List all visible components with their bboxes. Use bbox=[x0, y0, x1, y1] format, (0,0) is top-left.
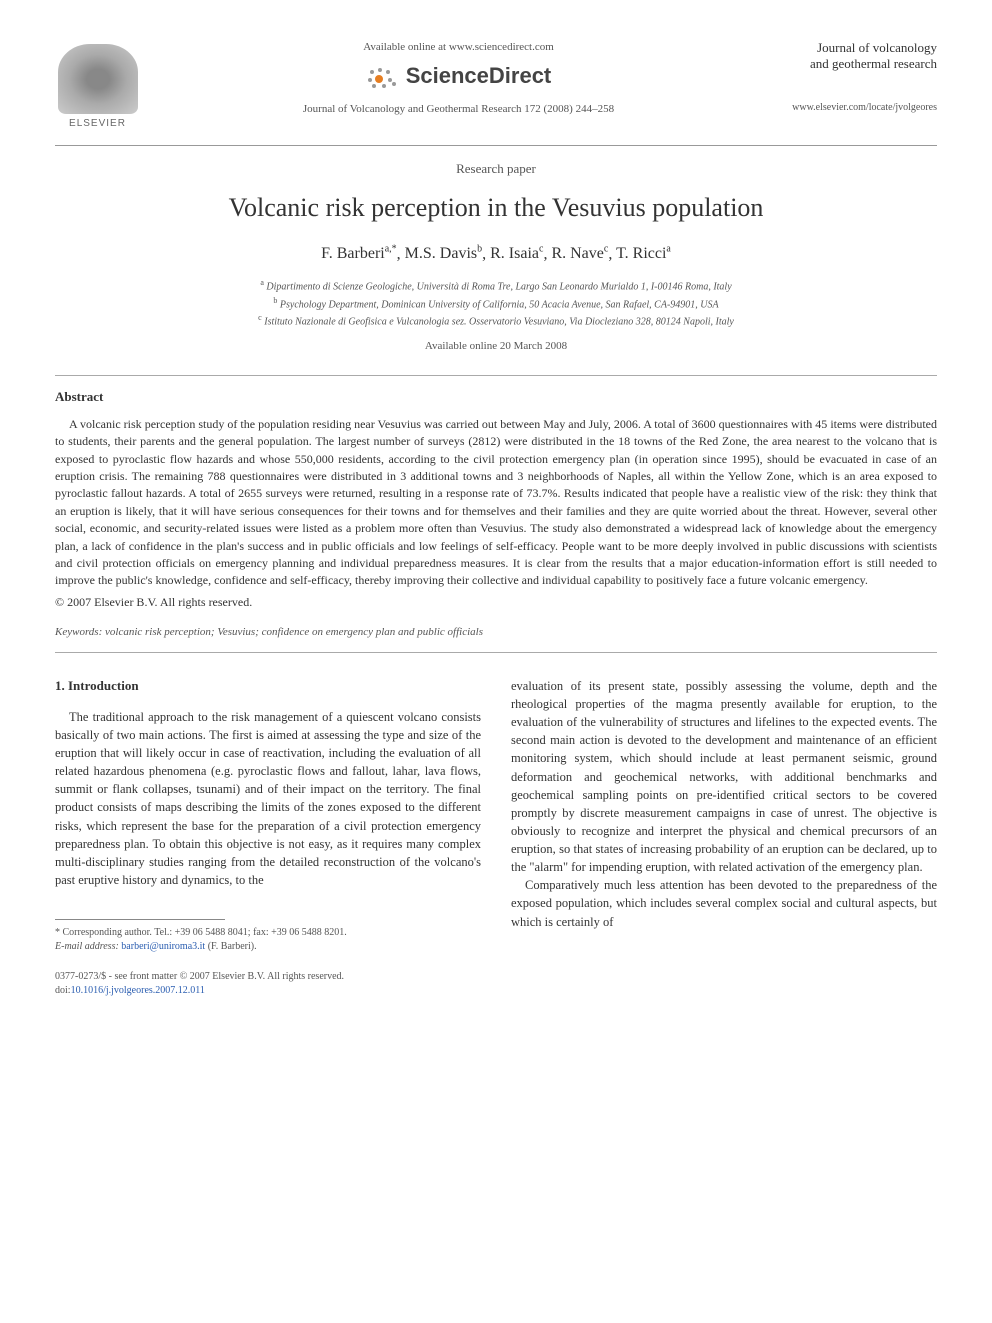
author-2: R. Isaiac bbox=[490, 245, 543, 262]
journal-url: www.elsevier.com/locate/jvolgeores bbox=[777, 101, 937, 115]
affiliation-c-sup: c bbox=[258, 313, 262, 322]
abstract-body: A volcanic risk perception study of the … bbox=[55, 416, 937, 590]
email-label: E-mail address: bbox=[55, 941, 119, 952]
keywords-line: Keywords: volcanic risk perception; Vesu… bbox=[55, 625, 937, 640]
journal-name: Journal of volcanology and geothermal re… bbox=[777, 40, 937, 71]
elsevier-label: ELSEVIER bbox=[69, 117, 126, 131]
affiliation-a: a Dipartimento di Scienze Geologiche, Un… bbox=[55, 277, 937, 294]
doi-link[interactable]: 10.1016/j.jvolgeores.2007.12.011 bbox=[71, 985, 205, 996]
intro-col1-para: The traditional approach to the risk man… bbox=[55, 708, 481, 889]
email-attrib: (F. Barberi). bbox=[208, 941, 257, 952]
journal-name-line1: Journal of volcanology bbox=[817, 40, 937, 55]
corr-email-link[interactable]: barberi@uniroma3.it bbox=[121, 941, 205, 952]
affiliation-b: b Psychology Department, Dominican Unive… bbox=[55, 295, 937, 312]
available-online-date: Available online 20 March 2008 bbox=[55, 339, 937, 354]
affiliation-b-sup: b bbox=[273, 296, 277, 305]
authors-line: F. Barberia,*, M.S. Davisb, R. Isaiac, R… bbox=[55, 243, 937, 266]
author-0: F. Barberia,* bbox=[321, 245, 397, 262]
header-divider bbox=[55, 145, 937, 146]
author-2-sup: c bbox=[539, 244, 543, 255]
journal-name-line2: and geothermal research bbox=[810, 56, 937, 71]
author-2-name: R. Isaia bbox=[490, 245, 539, 262]
issn-line: 0377-0273/$ - see front matter © 2007 El… bbox=[55, 970, 481, 984]
author-4: T. Riccia bbox=[616, 245, 671, 262]
right-column: evaluation of its present state, possibl… bbox=[511, 677, 937, 998]
abstract-heading: Abstract bbox=[55, 388, 937, 406]
keywords-text: volcanic risk perception; Vesuvius; conf… bbox=[105, 626, 483, 638]
center-header: Available online at www.sciencedirect.co… bbox=[140, 40, 777, 118]
author-1-name: M.S. Davis bbox=[405, 245, 477, 262]
author-4-name: T. Ricci bbox=[616, 245, 666, 262]
header-row: ELSEVIER Available online at www.science… bbox=[55, 40, 937, 135]
affiliation-b-text: Psychology Department, Dominican Univers… bbox=[280, 299, 719, 310]
intro-col2-para1: evaluation of its present state, possibl… bbox=[511, 677, 937, 876]
journal-reference: Journal of Volcanology and Geothermal Re… bbox=[160, 102, 757, 117]
affiliation-a-sup: a bbox=[260, 278, 264, 287]
author-3: R. Navec bbox=[551, 245, 608, 262]
corr-author-text: * Corresponding author. Tel.: +39 06 548… bbox=[55, 926, 481, 940]
corr-email-line: E-mail address: barberi@uniroma3.it (F. … bbox=[55, 940, 481, 954]
bottom-info: 0377-0273/$ - see front matter © 2007 El… bbox=[55, 970, 481, 998]
right-header: Journal of volcanology and geothermal re… bbox=[777, 40, 937, 115]
intro-col2-para2: Comparatively much less attention has be… bbox=[511, 876, 937, 930]
author-1: M.S. Davisb bbox=[405, 245, 482, 262]
paper-title: Volcanic risk perception in the Vesuvius… bbox=[55, 190, 937, 226]
corresponding-author-footnote: * Corresponding author. Tel.: +39 06 548… bbox=[55, 926, 481, 954]
abstract-copyright: © 2007 Elsevier B.V. All rights reserved… bbox=[55, 594, 937, 611]
available-online-text: Available online at www.sciencedirect.co… bbox=[160, 40, 757, 55]
affiliation-c-text: Istituto Nazionale di Geofisica e Vulcan… bbox=[264, 316, 734, 327]
affiliations: a Dipartimento di Scienze Geologiche, Un… bbox=[55, 277, 937, 329]
affiliation-c: c Istituto Nazionale di Geofisica e Vulc… bbox=[55, 312, 937, 329]
elsevier-logo: ELSEVIER bbox=[55, 40, 140, 135]
sciencedirect-logo: ScienceDirect bbox=[366, 61, 552, 92]
paper-type: Research paper bbox=[55, 160, 937, 178]
abstract-top-divider bbox=[55, 375, 937, 376]
doi-line: doi:10.1016/j.jvolgeores.2007.12.011 bbox=[55, 984, 481, 998]
body-columns: 1. Introduction The traditional approach… bbox=[55, 677, 937, 998]
abstract-bottom-divider bbox=[55, 652, 937, 653]
author-3-name: R. Nave bbox=[551, 245, 603, 262]
sciencedirect-text: ScienceDirect bbox=[406, 61, 552, 92]
author-4-sup: a bbox=[666, 244, 670, 255]
left-column: 1. Introduction The traditional approach… bbox=[55, 677, 481, 998]
sciencedirect-dots-icon bbox=[366, 66, 400, 88]
keywords-label: Keywords: bbox=[55, 626, 102, 638]
doi-label: doi: bbox=[55, 985, 71, 996]
author-3-sup: c bbox=[604, 244, 608, 255]
intro-heading: 1. Introduction bbox=[55, 677, 481, 696]
elsevier-tree-icon bbox=[58, 44, 138, 114]
affiliation-a-text: Dipartimento di Scienze Geologiche, Univ… bbox=[266, 282, 731, 293]
author-0-sup: a,* bbox=[385, 244, 397, 255]
footnote-divider bbox=[55, 919, 225, 920]
author-1-sup: b bbox=[477, 244, 482, 255]
author-0-name: F. Barberi bbox=[321, 245, 385, 262]
